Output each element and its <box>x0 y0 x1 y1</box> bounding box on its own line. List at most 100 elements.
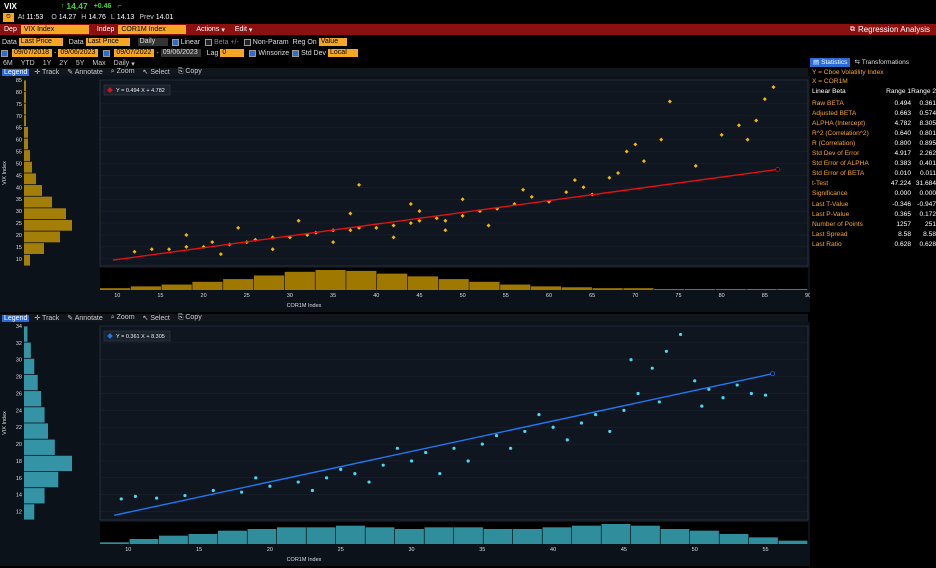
y-tick-label: 32 <box>16 341 22 347</box>
select-button[interactable]: ↖ Select <box>142 69 170 76</box>
data-point <box>443 228 448 233</box>
data-point <box>183 493 187 498</box>
annotate-button[interactable]: ✎ Annotate <box>67 69 103 76</box>
x-histogram-bar <box>223 279 254 290</box>
legend-button[interactable]: Legend <box>2 68 30 76</box>
range2-checkbox[interactable] <box>103 49 111 57</box>
legend-button[interactable]: Legend <box>2 314 30 322</box>
data-point <box>408 221 413 226</box>
range-1y-button[interactable]: 1Y <box>42 60 52 67</box>
indep-ticker-input[interactable]: COR1M Index <box>118 25 187 34</box>
range-daily-button[interactable]: Daily <box>113 60 130 67</box>
data-point <box>184 233 189 237</box>
annotate-button[interactable]: ✎ Annotate <box>67 315 103 322</box>
copy-button[interactable]: ⎘ Copy <box>177 314 202 321</box>
track-button[interactable]: ✛ Track <box>34 69 60 76</box>
y-tick-label: 35 <box>16 197 22 203</box>
track-label: Track <box>42 315 60 322</box>
gauge-icon: ⏲ <box>3 12 14 22</box>
y-tick-label: 22 <box>16 425 22 431</box>
range2-end-input[interactable]: 09/06/2023 <box>160 49 201 57</box>
indep-field-input[interactable]: Last Price <box>85 38 130 46</box>
range2-start-input[interactable]: 09/07/2022 <box>114 49 155 57</box>
actions-menu[interactable]: Actions <box>196 26 220 33</box>
range-2y-button[interactable]: 2Y <box>59 60 68 67</box>
linear-checkbox[interactable] <box>171 38 179 46</box>
x-histogram-bar <box>777 289 808 290</box>
range1-end-input[interactable]: 09/06/2023 <box>58 49 99 57</box>
range1-checkbox[interactable] <box>1 49 8 57</box>
period-select[interactable]: Daily <box>137 38 168 46</box>
tab-transformations[interactable]: ⇆ Transformations <box>854 59 910 66</box>
stat-name: Number of Points <box>812 220 863 228</box>
winsorize-checkbox[interactable] <box>249 49 257 57</box>
beta-checkbox[interactable] <box>205 38 213 46</box>
y-tick-label: 28 <box>16 375 22 381</box>
data-point <box>167 247 172 252</box>
time-label: At <box>17 13 25 21</box>
y-tick-label: 20 <box>16 442 22 448</box>
copy-button[interactable]: ⎘ Copy <box>177 68 202 75</box>
zoom-button[interactable]: ⌕ Zoom <box>110 314 135 321</box>
range-buttons: 6M YTD 1Y 2Y 5Y Max Daily ▾ <box>0 59 936 68</box>
stat-name: Std Dev of Error <box>812 150 860 158</box>
x-histogram-bar <box>542 527 572 544</box>
chart2-toolbar: Legend ✛ Track ✎ Annotate ⌕ Zoom ↖ Selec… <box>0 314 808 322</box>
zoom-button[interactable]: ⌕ Zoom <box>110 68 135 75</box>
quote-details: ⏲ At 11:53 O 14.27 H 14.76 L 14.13 Prev … <box>0 12 936 22</box>
x-tick-label: 10 <box>125 547 131 553</box>
x-tick-label: 90 <box>805 293 810 299</box>
stat-range2-value: 0.000 <box>919 190 936 198</box>
range-ytd-button[interactable]: YTD <box>20 60 35 67</box>
lag-input[interactable]: 0 <box>220 49 245 57</box>
stat-range1-value: 0.010 <box>894 170 911 178</box>
x-tick-label: 70 <box>632 293 638 299</box>
data-point <box>417 209 422 214</box>
data-point <box>693 379 697 383</box>
reg-on-select[interactable]: Value <box>318 38 347 46</box>
range-5y-button[interactable]: 5Y <box>75 60 85 67</box>
data-label-2: Data <box>68 38 84 46</box>
edit-menu[interactable]: Edit <box>234 26 247 33</box>
select-button[interactable]: ↖ Select <box>142 315 170 322</box>
range-max-button[interactable]: Max <box>92 60 106 67</box>
reg-on-label: Reg On <box>292 38 317 46</box>
x-histogram-bar <box>500 284 531 290</box>
nonparam-checkbox[interactable] <box>243 38 251 46</box>
chart2-svg[interactable]: 12 14 16 18 20 22 24 26 28 30 32 34 10 15 20 25 30 35 40 45… <box>0 322 810 566</box>
stddev-checkbox[interactable] <box>292 49 300 57</box>
copy-label: Copy <box>185 314 202 321</box>
data-point <box>460 197 465 202</box>
data-point <box>494 434 499 438</box>
chart1-svg[interactable]: 10 15 20 25 30 35 40 45 50 55 60 65 70 75 80 85 10 15 20 25… <box>0 76 811 312</box>
data-point <box>367 480 371 484</box>
y-tick-label: 16 <box>16 476 22 482</box>
tab-statistics[interactable]: ▤ Statistics <box>810 58 851 67</box>
dep-label: Dep <box>4 26 17 33</box>
plot-area <box>99 79 809 267</box>
x-histogram-bar <box>746 289 777 290</box>
x-histogram-bar <box>749 537 778 544</box>
y-tick-label: 24 <box>16 408 22 414</box>
x-histogram-bar <box>192 281 223 290</box>
x-histogram-bar <box>654 289 685 290</box>
x-tick-label: 35 <box>479 547 485 553</box>
y-tick-label: 60 <box>16 138 22 144</box>
data-point <box>641 159 646 164</box>
range1-start-input[interactable]: 09/07/2018 <box>12 49 52 57</box>
local-select[interactable]: Local <box>328 49 359 57</box>
range-6m-button[interactable]: 6M <box>3 60 13 67</box>
stat-name: Last P-Value <box>812 210 850 218</box>
y-histogram-bar <box>24 407 45 423</box>
x-tick-label: 55 <box>762 547 768 553</box>
dep-field-input[interactable]: Last Price <box>18 38 63 46</box>
stat-name: R (Correlation) <box>812 140 856 148</box>
track-button[interactable]: ✛ Track <box>34 315 60 322</box>
data-point <box>633 142 638 147</box>
dep-ticker-input[interactable]: VIX Index <box>20 25 89 34</box>
x-tick-label: 20 <box>267 547 273 553</box>
external-link-icon[interactable]: ⧉ <box>849 25 855 33</box>
data-point <box>395 446 399 450</box>
data-point <box>581 185 586 190</box>
x-histogram-bar <box>100 288 131 290</box>
